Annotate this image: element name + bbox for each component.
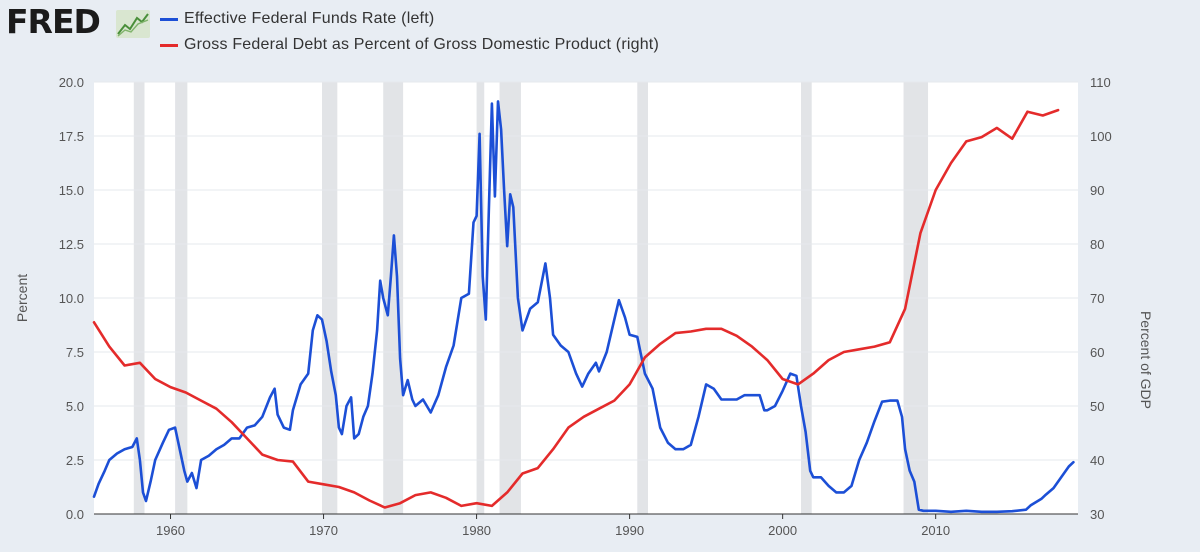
y-tick-right-4: 70 — [1090, 291, 1104, 306]
legend-swatch-fed-funds — [160, 17, 178, 21]
y-tick-left-7: 17.5 — [59, 129, 84, 144]
y-tick-left-3: 7.5 — [66, 345, 84, 360]
y-tick-right-5: 80 — [1090, 237, 1104, 252]
fred-logo[interactable]: FRED — [6, 2, 101, 41]
series-line-fed-funds — [92, 100, 1075, 514]
y-tick-right-0: 30 — [1090, 507, 1104, 522]
legend-item-fed-funds[interactable]: Effective Federal Funds Rate (left) — [160, 6, 659, 32]
legend-label-federal-debt: Gross Federal Debt as Percent of Gross D… — [184, 36, 659, 53]
y-tick-left-2: 5.0 — [66, 399, 84, 414]
x-tick-5: 2010 — [921, 523, 950, 538]
y-tick-right-7: 100 — [1090, 129, 1112, 144]
series-line-federal-debt — [92, 108, 1060, 509]
x-tick-3: 1990 — [615, 523, 644, 538]
gridlines — [94, 81, 1078, 461]
y-tick-left-6: 15.0 — [59, 183, 84, 198]
y-tick-right-6: 90 — [1090, 183, 1104, 198]
chart-legend: Effective Federal Funds Rate (left) Gros… — [160, 6, 659, 58]
series-lines — [92, 100, 1075, 514]
axis-ticks: 0.0 2.5 5.0 7.5 10.0 12.5 15.0 17.5 20.0 30 40 50 60… — [59, 75, 1112, 538]
line-chart-icon — [116, 10, 150, 38]
legend-label-fed-funds: Effective Federal Funds Rate (left) — [184, 10, 435, 27]
y-tick-right-1: 40 — [1090, 453, 1104, 468]
y-tick-left-4: 10.0 — [59, 291, 84, 306]
legend-swatch-federal-debt — [160, 43, 178, 47]
x-tick-0: 1960 — [156, 523, 185, 538]
y-tick-right-8: 110 — [1090, 75, 1111, 90]
chart-header: FRED Effective Federal Funds Rate (left)… — [0, 0, 1200, 70]
y-tick-right-3: 60 — [1090, 345, 1104, 360]
y-tick-left-1: 2.5 — [66, 453, 84, 468]
y-tick-right-2: 50 — [1090, 399, 1104, 414]
y-tick-left-0: 0.0 — [66, 507, 84, 522]
legend-item-federal-debt[interactable]: Gross Federal Debt as Percent of Gross D… — [160, 32, 659, 58]
x-tick-4: 2000 — [768, 523, 797, 538]
y-tick-left-5: 12.5 — [59, 237, 84, 252]
x-tick-1: 1970 — [309, 523, 338, 538]
y-tick-left-8: 20.0 — [59, 75, 84, 90]
x-tick-2: 1980 — [462, 523, 491, 538]
